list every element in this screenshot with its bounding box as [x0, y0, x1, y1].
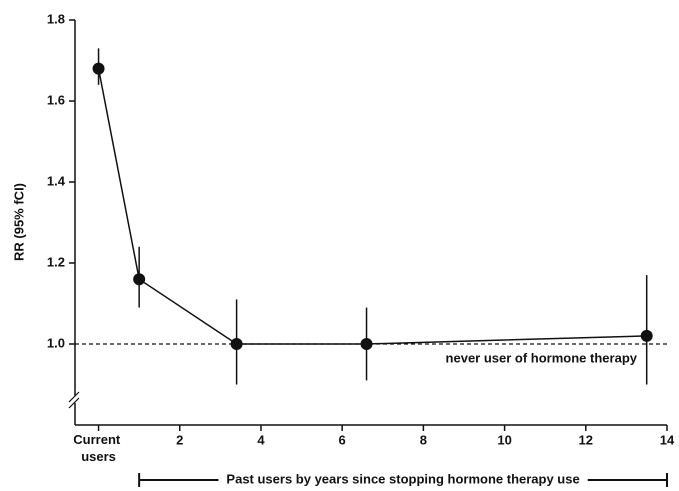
x-tick-label: 8	[420, 432, 427, 447]
point	[230, 338, 243, 350]
y-axis-label: RR (95% fCI)	[11, 183, 26, 261]
x-tick-label-line: users	[81, 449, 116, 464]
axis-break-gap	[71, 396, 79, 403]
y-tick-label: 1.8	[47, 11, 65, 26]
point	[92, 62, 105, 75]
axis-break	[68, 397, 80, 409]
bracket-label: Past users by years since stopping hormo…	[226, 471, 579, 486]
axis-break	[68, 391, 80, 403]
reference-label: never user of hormone therapy	[446, 350, 638, 365]
x-tick-label: Current users	[73, 432, 124, 464]
line	[97, 68, 647, 345]
y-tick-label: 1.6	[47, 92, 65, 107]
x-tick-label: 12	[579, 432, 593, 447]
x-tick-label: 2	[176, 432, 183, 447]
x-tick-label-line: Current	[73, 432, 124, 447]
x-tick-label: 4	[257, 432, 265, 447]
point	[640, 329, 653, 342]
point	[133, 273, 146, 286]
y-tick-label: 1.4	[47, 173, 66, 188]
point	[360, 338, 373, 350]
x-tick-label: 6	[339, 432, 346, 447]
y-tick-label: 1.0	[47, 335, 65, 350]
x-tick-label: 14	[660, 432, 675, 447]
y-tick-label: 1.2	[47, 254, 65, 269]
x-tick-label: 10	[497, 432, 511, 447]
